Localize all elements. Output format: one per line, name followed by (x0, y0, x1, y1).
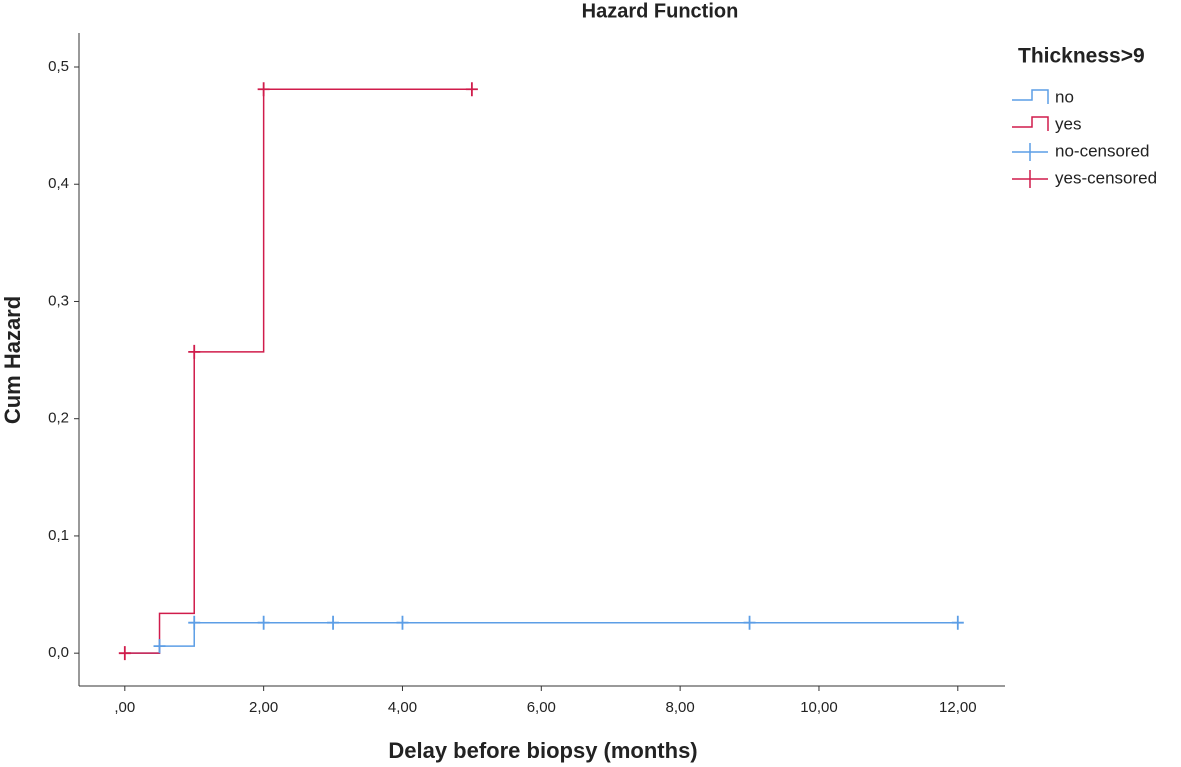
censored-mark (396, 615, 409, 630)
censored-mark (188, 615, 201, 630)
step-line (124, 88, 472, 654)
y-tick-label: 0,0 (48, 644, 69, 661)
legend-label: yes (1055, 114, 1081, 133)
y-tick-label: 0,3 (48, 292, 69, 309)
legend-icon (1012, 89, 1049, 104)
x-tick-label: ,00 (114, 699, 135, 716)
legend-label: no (1055, 87, 1074, 106)
censored-mark (257, 82, 270, 97)
censored-mark (951, 615, 964, 630)
x-tick-label: 4,00 (388, 699, 417, 716)
legend-icon (1012, 143, 1048, 161)
x-tick-label: 10,00 (800, 699, 838, 716)
censored-mark (118, 646, 131, 661)
legend-label: no-censored (1055, 141, 1150, 160)
y-tick-label: 0,4 (48, 175, 69, 192)
x-tick-label: 2,00 (249, 699, 278, 716)
y-tick-label: 0,1 (48, 527, 69, 544)
censored-mark (327, 615, 340, 630)
x-axis-title: Delay before biopsy (months) (388, 738, 697, 763)
legend-label: yes-censored (1055, 168, 1157, 187)
legend-title: Thickness>9 (1018, 45, 1145, 68)
censored-mark (188, 344, 201, 359)
y-axis-title: Cum Hazard (0, 296, 25, 424)
legend-icon (1012, 170, 1048, 188)
x-tick-label: 12,00 (939, 699, 977, 716)
y-tick-label: 0,2 (48, 410, 69, 427)
chart-title: Hazard Function (582, 0, 739, 22)
censored-mark (257, 615, 270, 630)
legend-icon (1012, 116, 1049, 131)
step-line (124, 621, 958, 654)
censored-mark (153, 639, 166, 654)
censored-mark (743, 615, 756, 630)
censored-mark (465, 82, 478, 97)
x-tick-label: 8,00 (666, 699, 695, 716)
x-tick-label: 6,00 (527, 699, 556, 716)
y-tick-label: 0,5 (48, 58, 69, 75)
